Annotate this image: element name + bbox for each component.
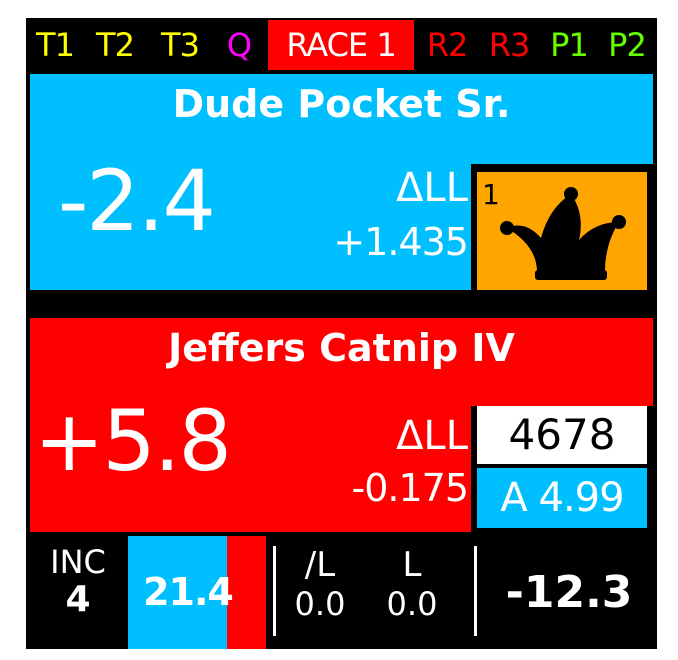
tab-r2[interactable]: R2 <box>418 20 476 70</box>
last-lap-a-label: /L <box>304 545 336 585</box>
last-lap-a-value: 0.0 <box>294 585 346 623</box>
ahead-delta-value: +1.435 <box>333 220 469 264</box>
jester-hat-icon <box>500 187 626 280</box>
incident-label: INC <box>50 543 106 581</box>
car-behind-panel: Jeffers Catnip IV +5.8 ΔLL -0.175 4678 A… <box>30 318 653 532</box>
tab-r3[interactable]: R3 <box>480 20 538 70</box>
ahead-driver-name: Dude Pocket Sr. <box>172 82 511 126</box>
tab-q[interactable]: Q <box>214 20 264 70</box>
tab-t2[interactable]: T2 <box>84 20 146 70</box>
total-delta: -12.3 <box>505 567 633 618</box>
ahead-gap: -2.4 <box>58 152 216 250</box>
dash-frame: T1 T2 T3 Q RACE 1 R2 R3 P1 P2 Dude Pocke… <box>26 18 657 649</box>
last-lap-a: /L 0.0 <box>290 546 350 624</box>
behind-gap: +5.8 <box>34 392 232 490</box>
tab-race-1[interactable]: RACE 1 <box>268 20 414 70</box>
behind-car-number: 4678 <box>477 406 647 464</box>
incident-counter: INC 4 <box>36 544 120 620</box>
tab-p1[interactable]: P1 <box>542 20 596 70</box>
percent-gauge-fill <box>128 536 228 649</box>
last-lap-b-value: 0.0 <box>386 585 438 623</box>
behind-pit-info: A 4.99 <box>477 468 647 528</box>
car-ahead-panel: Dude Pocket Sr. -2.4 ΔLL +1.435 1 <box>30 74 653 290</box>
panel-separator <box>30 298 653 310</box>
ahead-delta-label: ΔLL <box>396 165 468 211</box>
last-lap-b: L 0.0 <box>382 546 442 624</box>
status-strip: INC 4 21.4 /L 0.0 L 0.0 -12.3 <box>26 536 657 649</box>
percent-gauge: 21.4 <box>128 536 266 649</box>
incident-value: 4 <box>65 579 91 620</box>
behind-info-box: 4678 A 4.99 <box>471 406 653 532</box>
behind-delta-label: ΔLL <box>396 413 468 459</box>
divider <box>474 546 477 636</box>
divider <box>284 546 288 636</box>
ahead-position-badge: 1 <box>477 172 647 290</box>
divider <box>273 546 276 636</box>
tab-t1[interactable]: T1 <box>30 20 80 70</box>
tab-p2[interactable]: P2 <box>600 20 654 70</box>
behind-driver-name: Jeffers Catnip IV <box>168 326 515 370</box>
behind-delta-value: -0.175 <box>351 466 469 510</box>
ahead-position: 1 <box>482 178 500 211</box>
session-tabs: T1 T2 T3 Q RACE 1 R2 R3 P1 P2 <box>30 20 654 70</box>
ahead-position-box: 1 <box>471 164 653 290</box>
percent-value: 21.4 <box>143 570 234 614</box>
last-lap-b-label: L <box>402 545 422 585</box>
tab-t3[interactable]: T3 <box>150 20 210 70</box>
